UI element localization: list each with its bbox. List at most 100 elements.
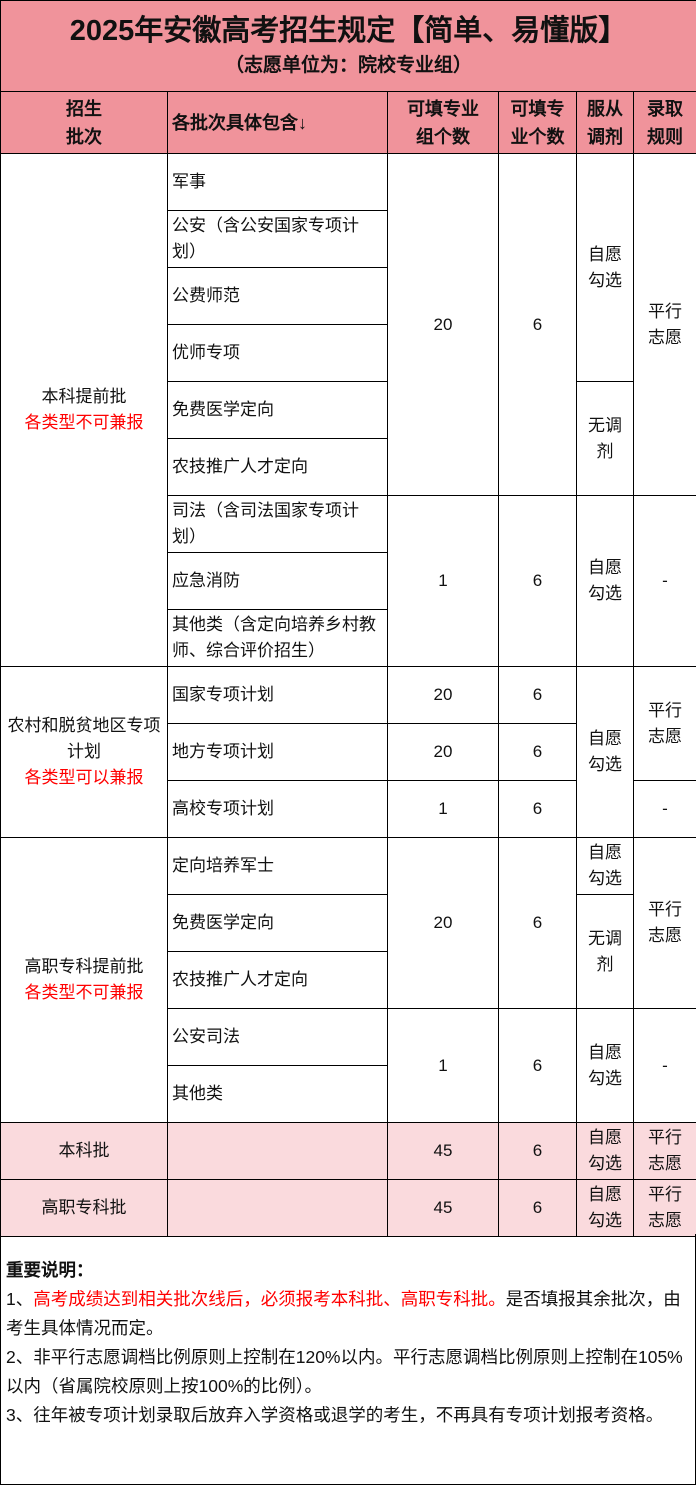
rule-text: -	[662, 799, 668, 818]
group-count: 1	[438, 799, 448, 818]
adjust-text: 自愿勾选	[588, 843, 622, 888]
group-count-cell: 20	[388, 724, 498, 780]
column-header-text: 录取	[647, 98, 683, 119]
batch-note: 各类型不可兼报	[24, 413, 144, 432]
item-text: 地方专项计划	[172, 742, 274, 761]
rule-cell: -	[634, 1009, 696, 1122]
item-text: 公费师范	[172, 286, 240, 305]
item-cell: 农技推广人才定向	[168, 439, 387, 495]
item-cell: 应急消防	[168, 553, 387, 609]
major-count-cell: 6	[499, 1180, 576, 1236]
notes-heading: 重要说明：	[6, 1260, 94, 1280]
group-count-cell: 45	[388, 1180, 498, 1236]
batch-cell: 本科提前批各类型不可兼报	[1, 154, 167, 666]
major-count-cell: 6	[499, 1123, 576, 1179]
item-cell-empty	[168, 1123, 387, 1179]
group-count-cell: 1	[388, 781, 498, 837]
item-text: 其他类	[172, 1084, 223, 1103]
rule-cell: -	[634, 781, 696, 837]
item-cell: 免费医学定向	[168, 382, 387, 438]
batch-note: 各类型不可兼报	[24, 983, 144, 1002]
major-count: 6	[532, 742, 543, 761]
item-text: 农技推广人才定向	[172, 457, 308, 476]
item-text: 农技推广人才定向	[172, 970, 308, 989]
group-count: 20	[433, 913, 453, 932]
item-text: 定向培养军士	[172, 856, 274, 875]
item-text: 优师专项	[172, 343, 240, 362]
major-count: 6	[532, 685, 543, 704]
rule-text: -	[662, 571, 668, 590]
item-cell: 地方专项计划	[168, 724, 387, 780]
rule-cell: 平行 志愿	[634, 1123, 696, 1179]
column-header-text: 组个数	[416, 126, 470, 147]
column-header-text: 调剂	[587, 126, 623, 147]
major-count: 6	[532, 799, 543, 818]
column-header: 可填专 业个数	[499, 92, 576, 153]
major-count-cell: 6	[499, 724, 576, 780]
rule-text: 平行	[648, 900, 682, 919]
item-cell: 优师专项	[168, 325, 387, 381]
column-header-text: 业个数	[510, 126, 565, 147]
column-header: 招生 批次	[1, 92, 167, 153]
group-count: 1	[438, 1055, 448, 1075]
rule-text: 志愿	[648, 327, 682, 347]
group-count: 20	[433, 685, 453, 704]
adjust-cell: 自愿勾选	[577, 154, 633, 381]
group-count-cell: 20	[388, 838, 498, 1008]
batch-name: 本科批	[58, 1141, 110, 1160]
adjust-text: 自愿勾选	[588, 1128, 622, 1173]
column-header: 可填专业 组个数	[388, 92, 498, 153]
adjust-text: 无调剂	[588, 415, 622, 461]
major-count-cell: 6	[499, 1009, 576, 1122]
adjust-cell: 自愿勾选	[577, 1123, 633, 1179]
item-text: 其他类（含定向培养乡村教师、综合评价招生）	[172, 615, 376, 660]
column-header-text: 可填专业	[407, 98, 479, 119]
rule-text: 平行	[648, 1185, 682, 1204]
group-count: 45	[433, 1198, 453, 1217]
notes-section: 重要说明： 1、高考成绩达到相关批次线后，必须报考本科批、高职专科批。是否填报其…	[0, 1234, 696, 1485]
adjust-cell: 自愿勾选	[577, 838, 633, 894]
rule-cell: -	[634, 496, 696, 666]
group-count: 20	[433, 742, 453, 761]
adjust-cell: 无调剂	[577, 895, 633, 1008]
rule-text: 平行	[648, 301, 682, 321]
group-count-cell: 20	[388, 154, 498, 495]
item-cell: 其他类	[168, 1066, 387, 1122]
adjust-cell: 自愿勾选	[577, 667, 633, 837]
rule-text: 志愿	[648, 1211, 682, 1230]
rule-cell: 平行 志愿	[634, 838, 696, 1008]
item-text: 免费医学定向	[172, 913, 274, 932]
adjust-cell: 自愿勾选	[577, 1180, 633, 1236]
rule-text: 平行	[648, 700, 682, 720]
rule-text: 志愿	[648, 1154, 682, 1173]
item-cell: 免费医学定向	[168, 895, 387, 951]
item-cell: 公费师范	[168, 268, 387, 324]
column-header-text: 各批次具体包含↓	[172, 112, 307, 133]
rule-text: 志愿	[648, 726, 682, 746]
batch-name: 本科提前批	[41, 387, 127, 406]
adjust-text: 自愿勾选	[588, 244, 622, 290]
title-cell: 2025年安徽高考招生规定【简单、易懂版】 （志愿单位为：院校专业组）	[1, 1, 696, 91]
major-count: 6	[532, 314, 543, 334]
item-text: 公安司法	[172, 1027, 240, 1046]
adjust-text: 自愿勾选	[588, 1185, 622, 1230]
rule-text: 平行	[648, 1128, 682, 1147]
note-2: 2、非平行志愿调档比例原则上控制在120%以内。平行志愿调档比例原则上控制在10…	[6, 1347, 683, 1396]
major-count-cell: 6	[499, 496, 576, 666]
note-1-prefix: 1、	[6, 1289, 34, 1309]
rule-cell: 平行 志愿	[634, 154, 696, 495]
column-header-text: 批次	[66, 126, 102, 147]
rule-cell: 平行 志愿	[634, 667, 696, 780]
batch-name: 高职专科批	[41, 1198, 127, 1217]
item-cell: 司法（含司法国家专项计划）	[168, 496, 387, 552]
adjust-text: 无调剂	[588, 928, 622, 974]
group-count-cell: 1	[388, 496, 498, 666]
major-count-cell: 6	[499, 154, 576, 495]
major-count-cell: 6	[499, 667, 576, 723]
batch-name: 农村和脱贫地区专项计划	[7, 716, 161, 761]
column-header: 服从 调剂	[577, 92, 633, 153]
major-count: 6	[532, 571, 543, 590]
adjust-cell: 自愿勾选	[577, 1009, 633, 1122]
rule-text: -	[662, 1055, 668, 1075]
page-title: 2025年安徽高考招生规定【简单、易懂版】	[69, 15, 628, 47]
